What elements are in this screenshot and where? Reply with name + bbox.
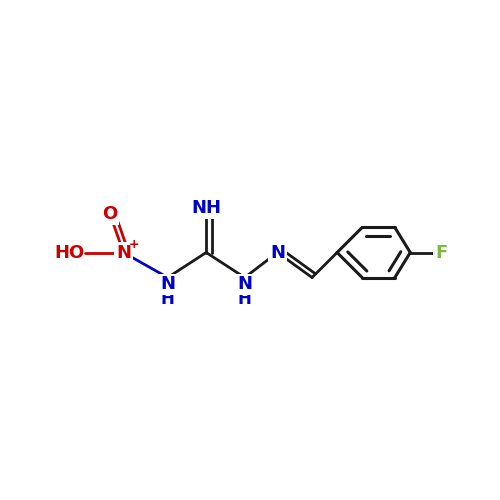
Text: O: O	[102, 205, 118, 223]
Text: N: N	[237, 276, 252, 293]
Text: N: N	[160, 276, 175, 293]
Text: HO: HO	[54, 244, 85, 262]
Text: H: H	[161, 290, 174, 308]
Text: H: H	[238, 290, 252, 308]
Text: N: N	[270, 244, 285, 262]
Text: +: +	[129, 238, 140, 250]
Text: N: N	[116, 244, 131, 262]
Text: F: F	[436, 244, 448, 262]
Text: NH: NH	[191, 199, 221, 217]
